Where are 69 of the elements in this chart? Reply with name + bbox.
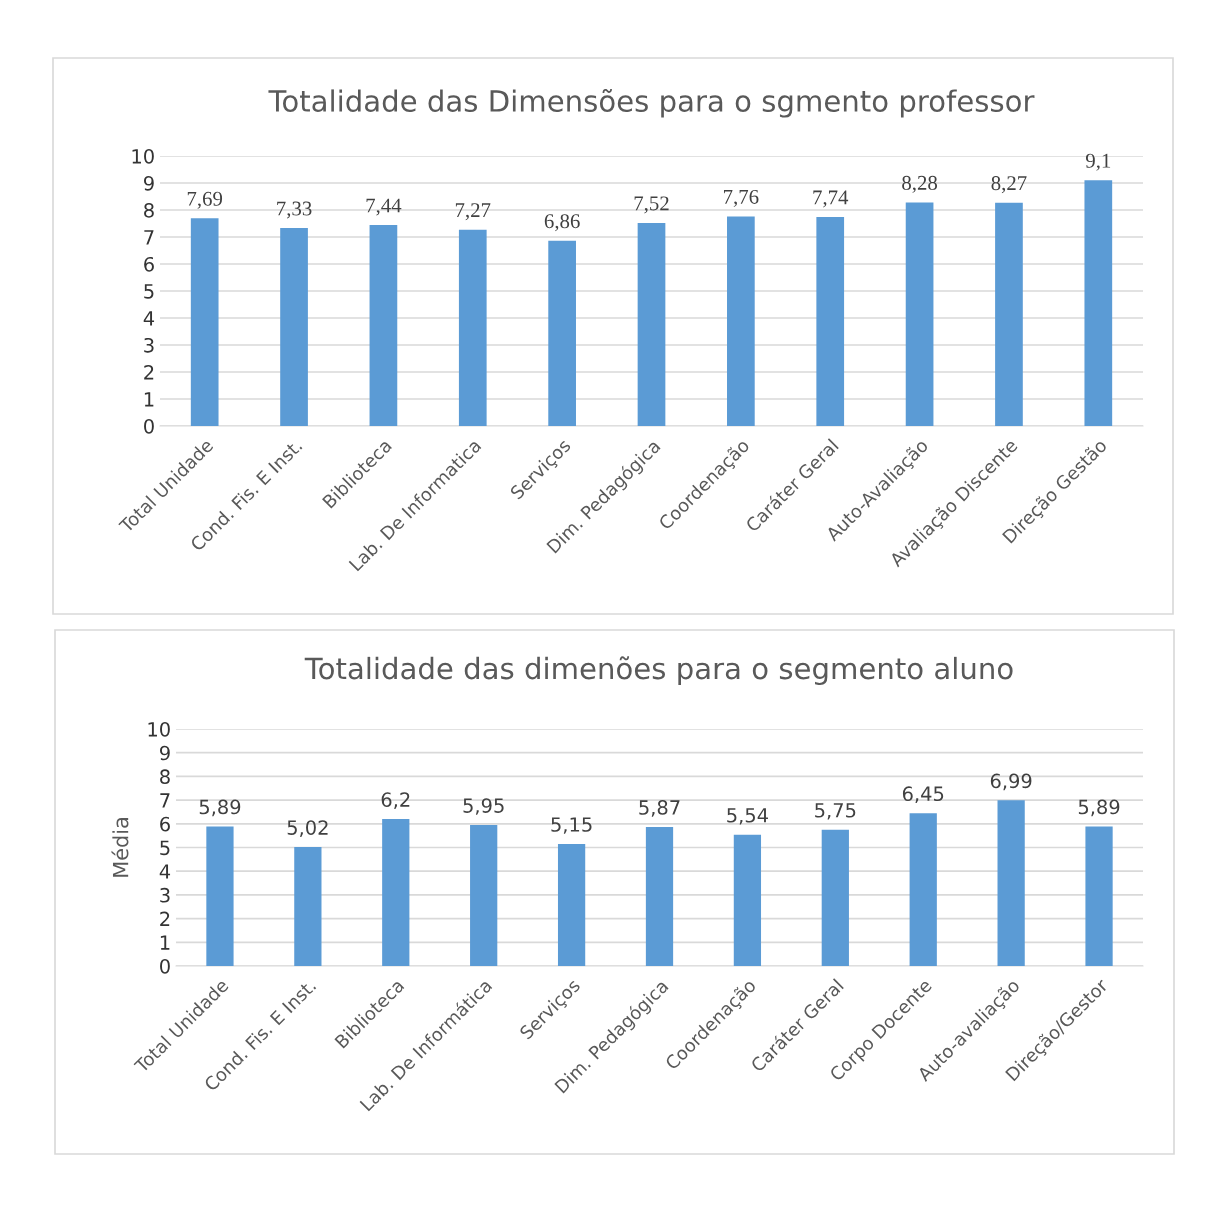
y-tick-label: 3 <box>144 337 154 353</box>
y-tick-label: 8 <box>160 769 170 785</box>
data-label: 6,86 <box>544 214 580 232</box>
data-label: 6,2 <box>381 792 410 809</box>
data-label: 5,54 <box>727 808 768 825</box>
bar <box>470 824 498 966</box>
y-tick-label: 5 <box>144 284 154 299</box>
bar <box>997 800 1025 966</box>
bar <box>190 218 219 426</box>
data-label: 5,87 <box>639 800 680 817</box>
y-tick-label: 10 <box>148 721 170 737</box>
bar <box>909 813 937 966</box>
data-label: 7,69 <box>187 191 223 209</box>
y-tick-label: 3 <box>160 887 170 903</box>
bar <box>733 834 762 966</box>
bar <box>637 222 666 426</box>
y-tick-label: 2 <box>144 364 154 380</box>
data-label: 7,27 <box>455 203 491 221</box>
bar <box>369 225 398 426</box>
data-label: 5,75 <box>815 803 856 820</box>
bar <box>458 229 487 426</box>
bar <box>1084 180 1113 426</box>
data-label: 6,99 <box>990 773 1032 791</box>
data-label: 5,02 <box>287 820 328 837</box>
y-tick-label: 4 <box>143 311 155 326</box>
data-label: 5,15 <box>551 817 592 834</box>
bar <box>557 843 586 966</box>
y-tick-label: 5 <box>160 840 170 856</box>
bar <box>382 819 410 966</box>
bar <box>995 202 1023 426</box>
data-label: 5,89 <box>199 799 241 817</box>
y-tick-label: 7 <box>144 230 154 245</box>
data-label: 7,44 <box>366 198 402 216</box>
y-tick-label: 2 <box>160 911 170 926</box>
bar <box>905 202 934 426</box>
y-tick-label: 4 <box>159 864 171 879</box>
y-axis-title: Média <box>111 818 129 877</box>
chart-title: Totalidade das dimenões para o segmento aluno <box>304 656 1013 686</box>
bar <box>816 217 845 426</box>
data-label: 9,1 <box>1085 153 1111 171</box>
y-tick-label: 6 <box>160 816 170 832</box>
data-label: 7,76 <box>724 189 759 207</box>
bar <box>821 829 849 966</box>
y-tick-label: 7 <box>160 793 170 808</box>
y-tick-label: 10 <box>132 148 154 164</box>
bar <box>645 826 674 966</box>
data-label: 8,28 <box>902 175 938 193</box>
y-tick-label: 9 <box>143 175 154 191</box>
chart-title: Totalidade das Dimensões para o sgmento professor <box>268 88 1035 118</box>
data-label: 7,52 <box>634 196 669 214</box>
y-tick-label: 1 <box>160 935 170 950</box>
bar <box>727 216 755 426</box>
y-tick-label: 0 <box>144 418 154 434</box>
y-tick-label: 1 <box>144 392 154 407</box>
bar <box>548 240 576 426</box>
data-label: 5,89 <box>1078 799 1120 817</box>
y-tick-label: 8 <box>144 202 154 218</box>
data-label: 5,95 <box>463 798 504 815</box>
bar <box>206 826 234 966</box>
bar <box>294 847 322 966</box>
data-label: 7,33 <box>277 201 312 219</box>
y-tick-label: 9 <box>159 745 170 761</box>
y-tick-label: 6 <box>144 256 154 272</box>
data-label: 6,45 <box>902 786 944 804</box>
data-label: 7,74 <box>813 190 849 208</box>
bar <box>280 228 308 426</box>
bar <box>1085 826 1113 966</box>
y-tick-label: 0 <box>160 958 170 974</box>
data-label: 8,27 <box>991 176 1027 194</box>
